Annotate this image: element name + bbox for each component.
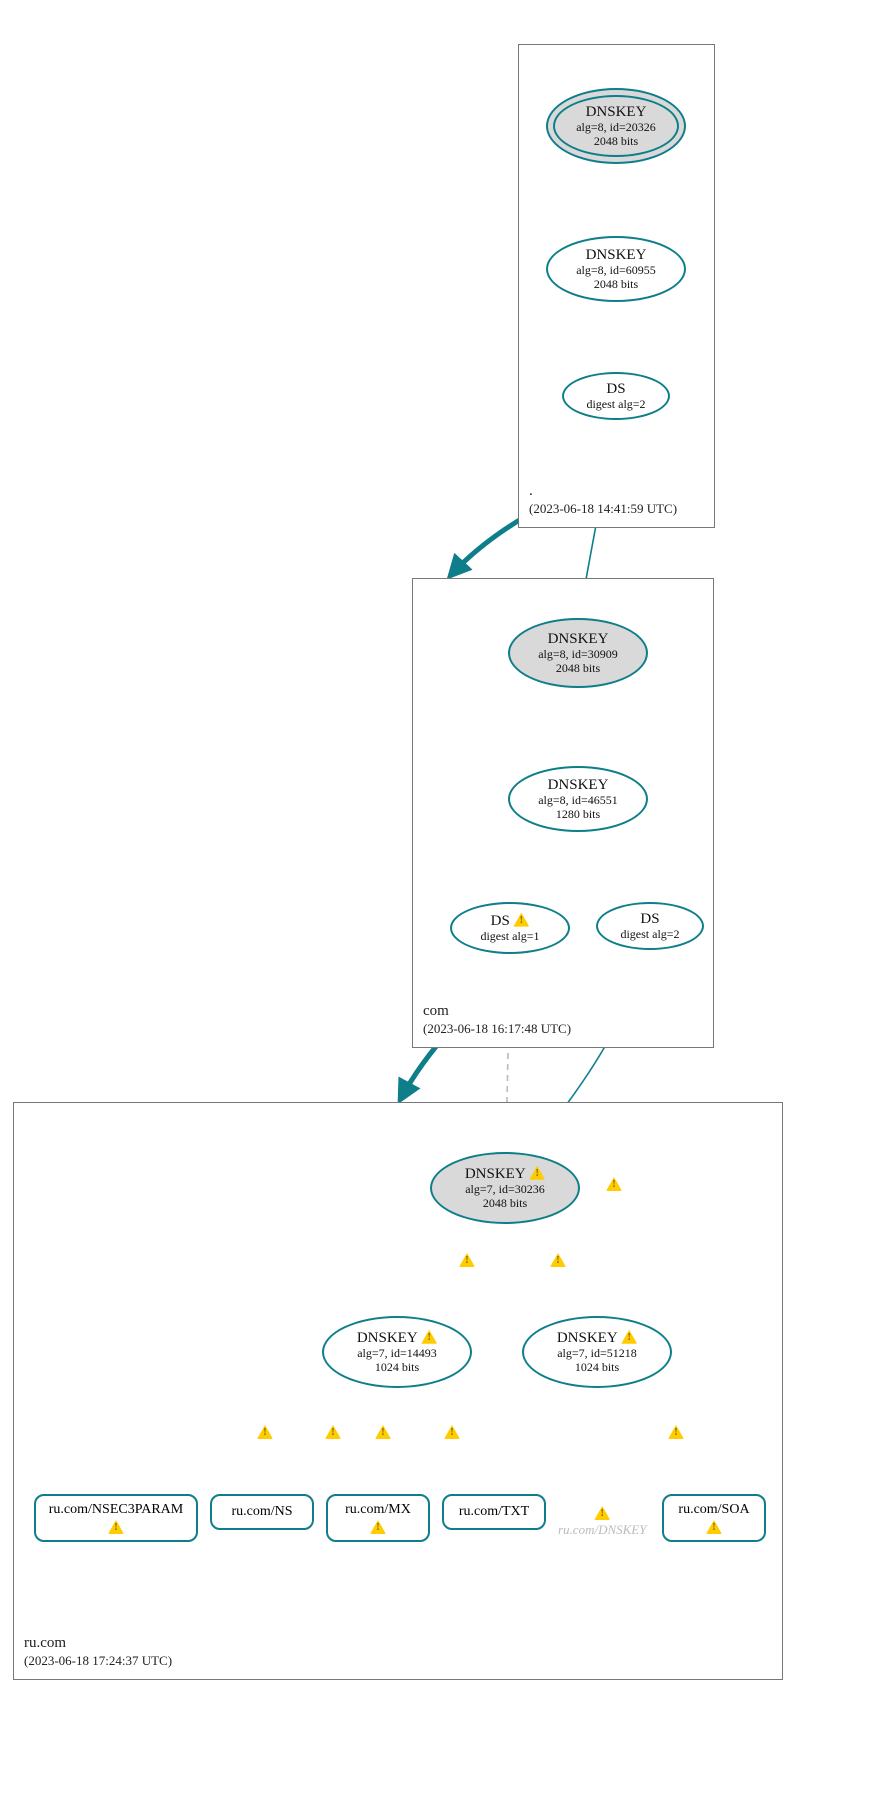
- node-title: DNSKEY: [548, 631, 609, 648]
- warning-icon: [606, 1177, 622, 1191]
- node-title: DNSKEY: [548, 777, 609, 794]
- node-sub1: alg=8, id=30909: [538, 648, 618, 662]
- rrset-mx[interactable]: ru.com/MX: [326, 1494, 430, 1542]
- zone-name: .: [529, 483, 533, 499]
- node-ru_ksk[interactable]: DNSKEY alg=7, id=302362048 bits: [430, 1152, 580, 1224]
- node-sub2: 1280 bits: [556, 808, 600, 822]
- rrset-label: ru.com/SOA: [678, 1502, 749, 1518]
- rrset-txt[interactable]: ru.com/TXT: [442, 1494, 546, 1530]
- warning-icon: [370, 1520, 386, 1534]
- zone-label-rucom: ru.com (2023-06-18 17:24:37 UTC): [24, 1634, 172, 1672]
- zone-name: ru.com: [24, 1635, 66, 1651]
- node-root_zsk[interactable]: DNSKEYalg=8, id=609552048 bits: [546, 236, 686, 302]
- rrset-nsec3[interactable]: ru.com/NSEC3PARAM: [34, 1494, 198, 1542]
- warning-icon: [108, 1520, 124, 1534]
- warning-icon: [668, 1425, 684, 1439]
- node-root_ksk[interactable]: DNSKEYalg=8, id=203262048 bits: [546, 88, 686, 164]
- node-sub2: 2048 bits: [483, 1197, 527, 1211]
- zone-timestamp: (2023-06-18 16:17:48 UTC): [423, 1021, 571, 1036]
- ghost-dnskey: ru.com/DNSKEY: [558, 1506, 646, 1538]
- node-title: DS: [606, 381, 625, 398]
- node-sub2: 1024 bits: [575, 1361, 619, 1375]
- zone-name: com: [423, 1003, 449, 1019]
- zone-box-rucom: ru.com (2023-06-18 17:24:37 UTC): [13, 1102, 783, 1680]
- warning-icon: [375, 1425, 391, 1439]
- warning-icon: [257, 1425, 273, 1439]
- node-sub1: alg=7, id=14493: [357, 1347, 437, 1361]
- warning-icon: [421, 1330, 437, 1344]
- rrset-label: ru.com/NS: [231, 1504, 292, 1520]
- node-ru_zsk2[interactable]: DNSKEY alg=7, id=512181024 bits: [522, 1316, 672, 1388]
- warning-icon: [444, 1425, 460, 1439]
- node-sub1: digest alg=2: [620, 928, 679, 942]
- warning-icon: [706, 1520, 722, 1534]
- node-title: DNSKEY: [557, 1330, 618, 1346]
- node-sub2: 2048 bits: [556, 662, 600, 676]
- node-sub1: digest alg=2: [586, 398, 645, 412]
- rrset-label: ru.com/MX: [345, 1502, 411, 1518]
- rrset-soa[interactable]: ru.com/SOA: [662, 1494, 766, 1542]
- rrset-label: ru.com/TXT: [459, 1504, 529, 1520]
- zone-label-root: . (2023-06-18 14:41:59 UTC): [529, 482, 677, 520]
- node-ru_zsk1[interactable]: DNSKEY alg=7, id=144931024 bits: [322, 1316, 472, 1388]
- warning-icon: [325, 1425, 341, 1439]
- node-sub2: 2048 bits: [594, 135, 638, 149]
- warning-icon: [529, 1166, 545, 1180]
- node-com_ds1[interactable]: DS digest alg=1: [450, 902, 570, 954]
- node-title: DNSKEY: [586, 104, 647, 121]
- zone-timestamp: (2023-06-18 17:24:37 UTC): [24, 1653, 172, 1668]
- node-title: DS: [491, 913, 510, 929]
- ghost-label: ru.com/DNSKEY: [558, 1522, 646, 1537]
- node-com_zsk[interactable]: DNSKEYalg=8, id=465511280 bits: [508, 766, 648, 832]
- warning-icon: [594, 1506, 610, 1520]
- node-sub2: 2048 bits: [594, 278, 638, 292]
- warning-icon: [621, 1330, 637, 1344]
- node-com_ds2[interactable]: DSdigest alg=2: [596, 902, 704, 950]
- node-sub2: 1024 bits: [375, 1361, 419, 1375]
- node-sub1: alg=8, id=60955: [576, 264, 656, 278]
- node-com_ksk[interactable]: DNSKEYalg=8, id=309092048 bits: [508, 618, 648, 688]
- rrset-label: ru.com/NSEC3PARAM: [49, 1502, 183, 1518]
- warning-icon: [550, 1253, 566, 1267]
- rrset-ns[interactable]: ru.com/NS: [210, 1494, 314, 1530]
- node-title: DNSKEY: [357, 1330, 418, 1346]
- warning-icon: [459, 1253, 475, 1267]
- node-title: DNSKEY: [465, 1166, 526, 1182]
- node-sub1: alg=7, id=30236: [465, 1183, 545, 1197]
- node-title: DNSKEY: [586, 247, 647, 264]
- zone-label-com: com (2023-06-18 16:17:48 UTC): [423, 1002, 571, 1040]
- node-sub1: digest alg=1: [480, 930, 539, 944]
- zone-timestamp: (2023-06-18 14:41:59 UTC): [529, 501, 677, 516]
- node-sub1: alg=8, id=20326: [576, 121, 656, 135]
- node-title: DS: [640, 911, 659, 928]
- node-root_ds[interactable]: DSdigest alg=2: [562, 372, 670, 420]
- node-sub1: alg=8, id=46551: [538, 794, 618, 808]
- warning-icon: [513, 913, 529, 927]
- node-sub1: alg=7, id=51218: [557, 1347, 637, 1361]
